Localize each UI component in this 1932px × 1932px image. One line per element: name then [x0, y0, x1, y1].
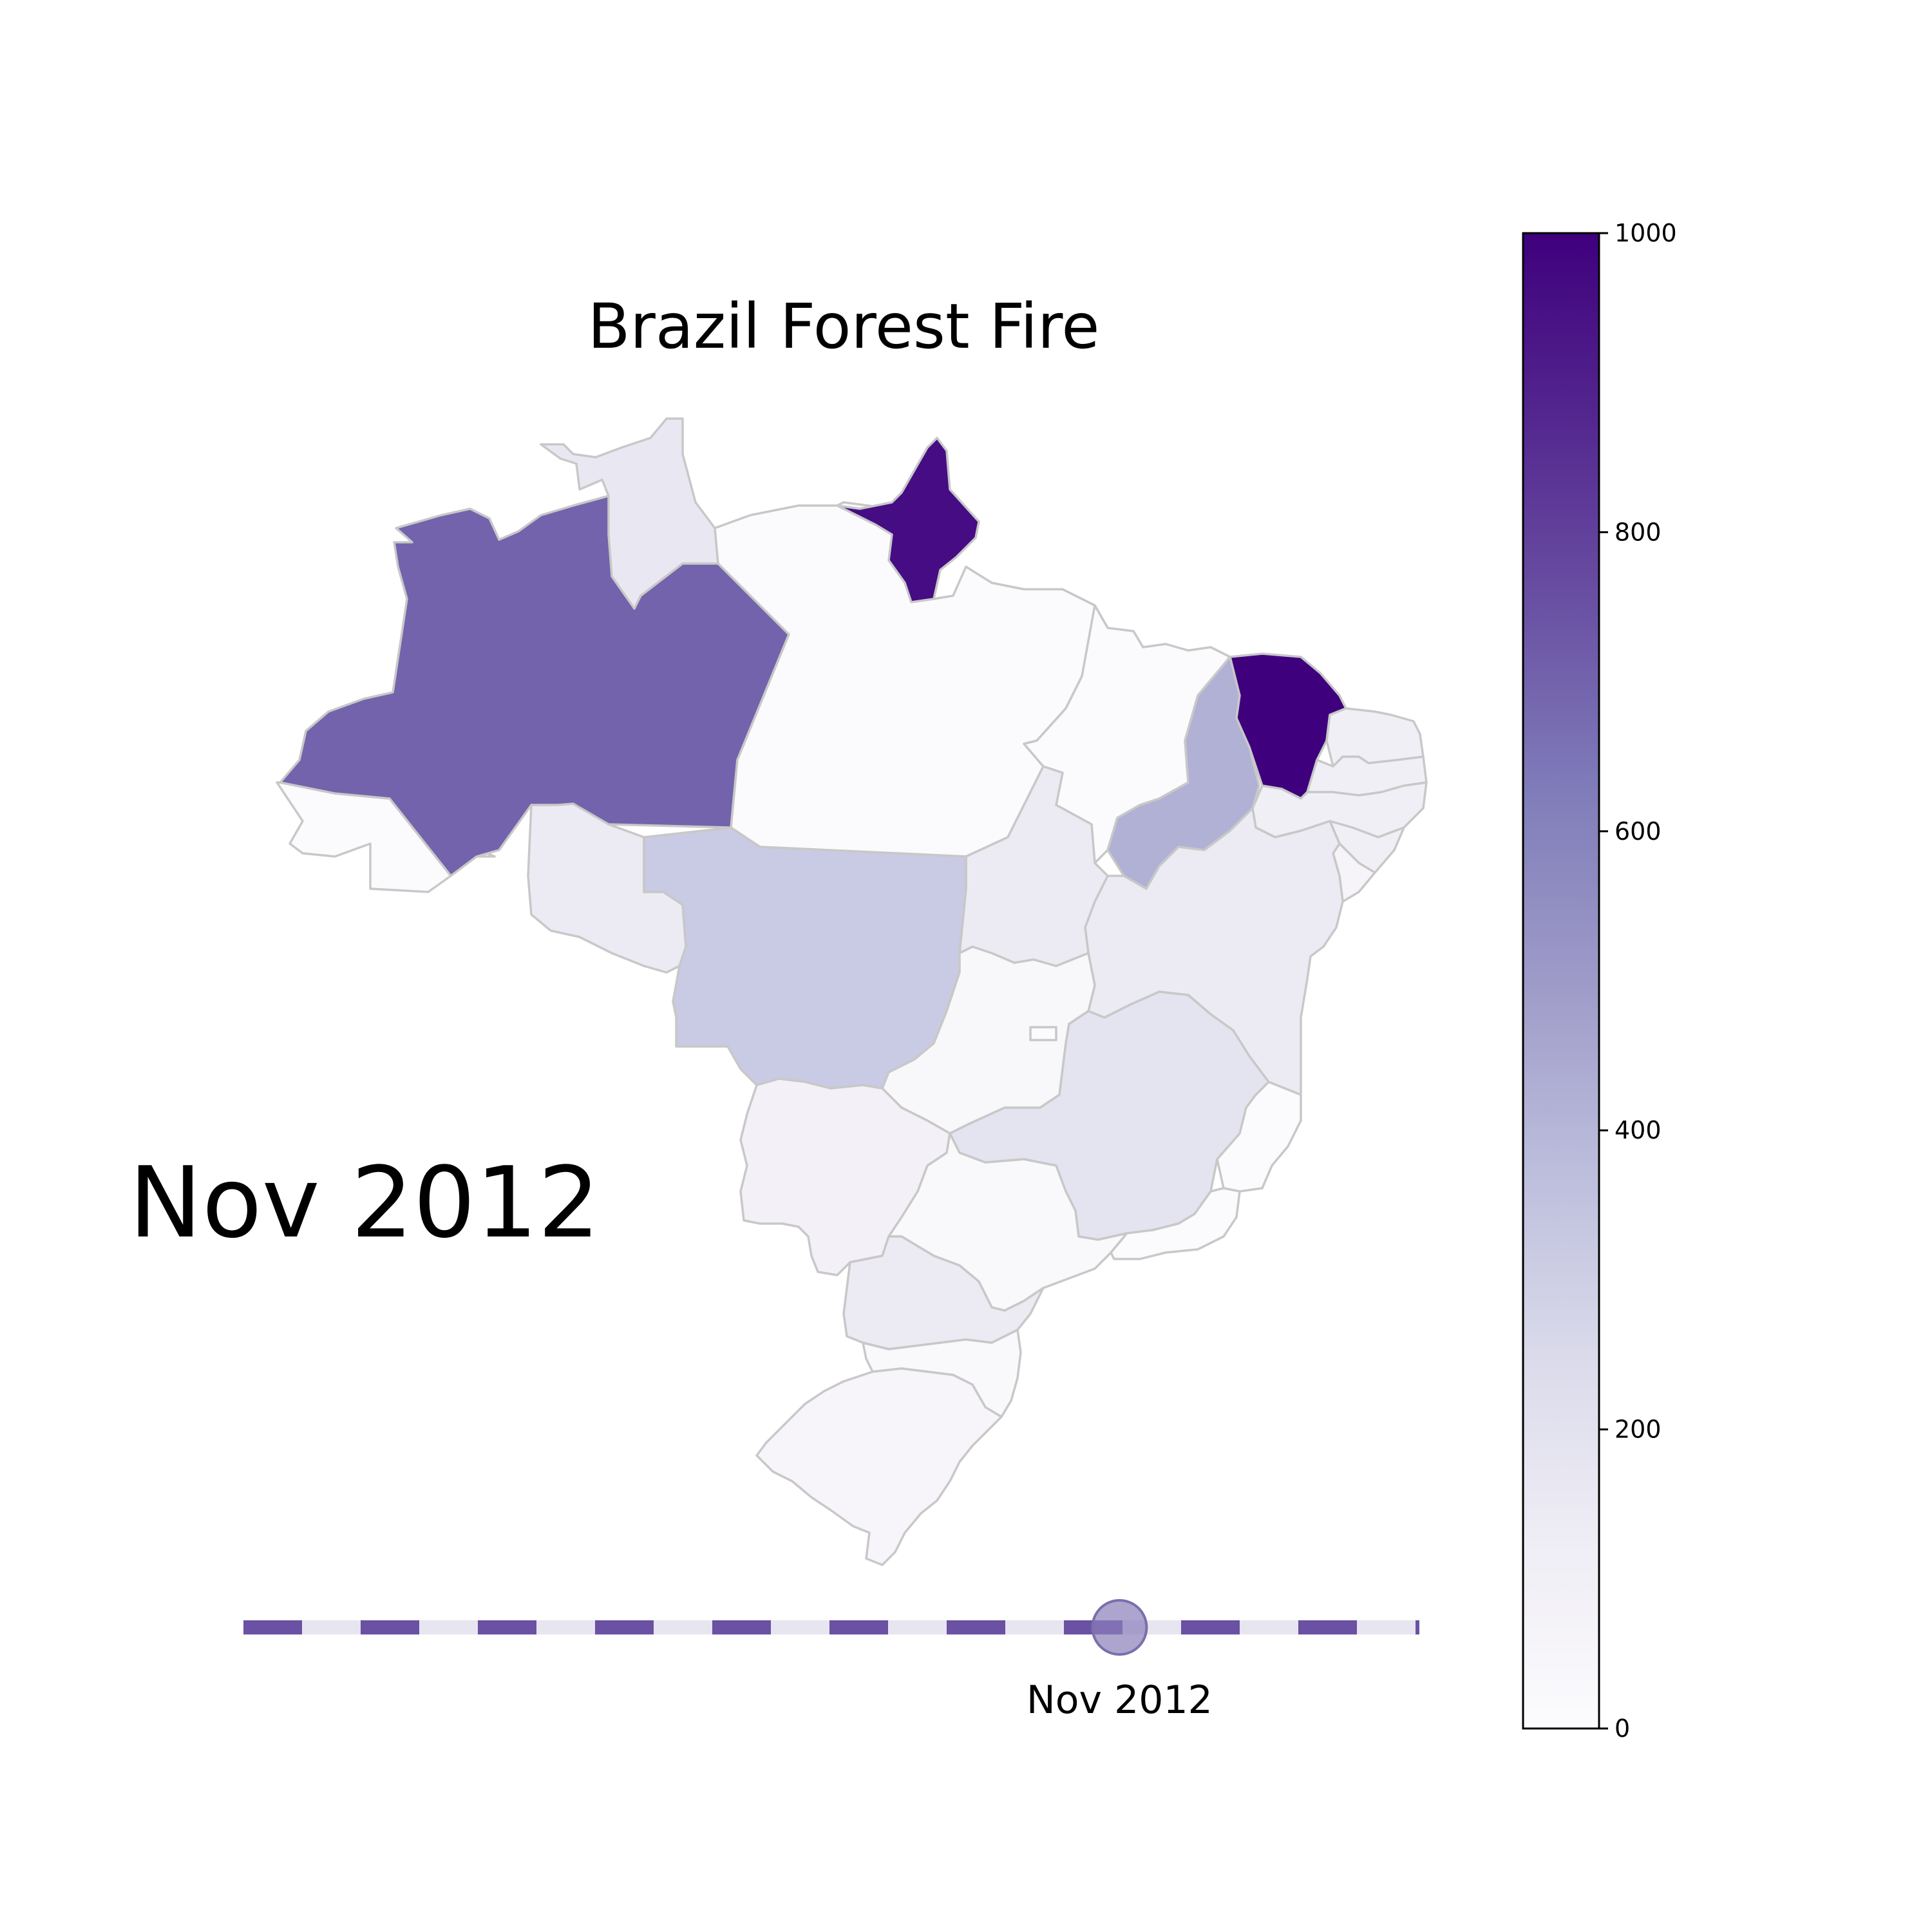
colorbar-tick-label: 400 [1615, 1116, 1662, 1144]
brazil-map [276, 417, 1428, 1566]
colorbar-fill [1522, 232, 1600, 1730]
timeline-slider[interactable]: Nov 2012 [243, 1599, 1419, 1723]
slider-current-label: Nov 2012 [1027, 1678, 1213, 1723]
state-mato-grosso[interactable] [643, 826, 967, 1090]
state-amazonas[interactable] [279, 495, 790, 877]
slider-knob[interactable] [1091, 1599, 1148, 1656]
current-period-label: Nov 2012 [129, 1146, 600, 1260]
colorbar-ticks: 0 200 400 600 800 1000 [1599, 219, 1677, 1743]
state-amapa[interactable] [836, 437, 980, 603]
state-distrito-federal[interactable] [1029, 1026, 1057, 1041]
chart-title: Brazil Forest Fire [588, 290, 1100, 363]
colorbar-tick-label: 1000 [1615, 219, 1677, 247]
colorbar-tick-label: 600 [1615, 817, 1662, 846]
state-rio-grande-do-sul[interactable] [755, 1367, 1003, 1566]
colorbar-tick-label: 0 [1615, 1714, 1630, 1743]
state-rio-de-janeiro[interactable] [1110, 1187, 1241, 1260]
colorbar-tick-label: 800 [1615, 518, 1662, 546]
colorbar-tick-label: 200 [1615, 1416, 1662, 1444]
colorbar: 0 200 400 600 800 1000 [1522, 219, 1677, 1743]
